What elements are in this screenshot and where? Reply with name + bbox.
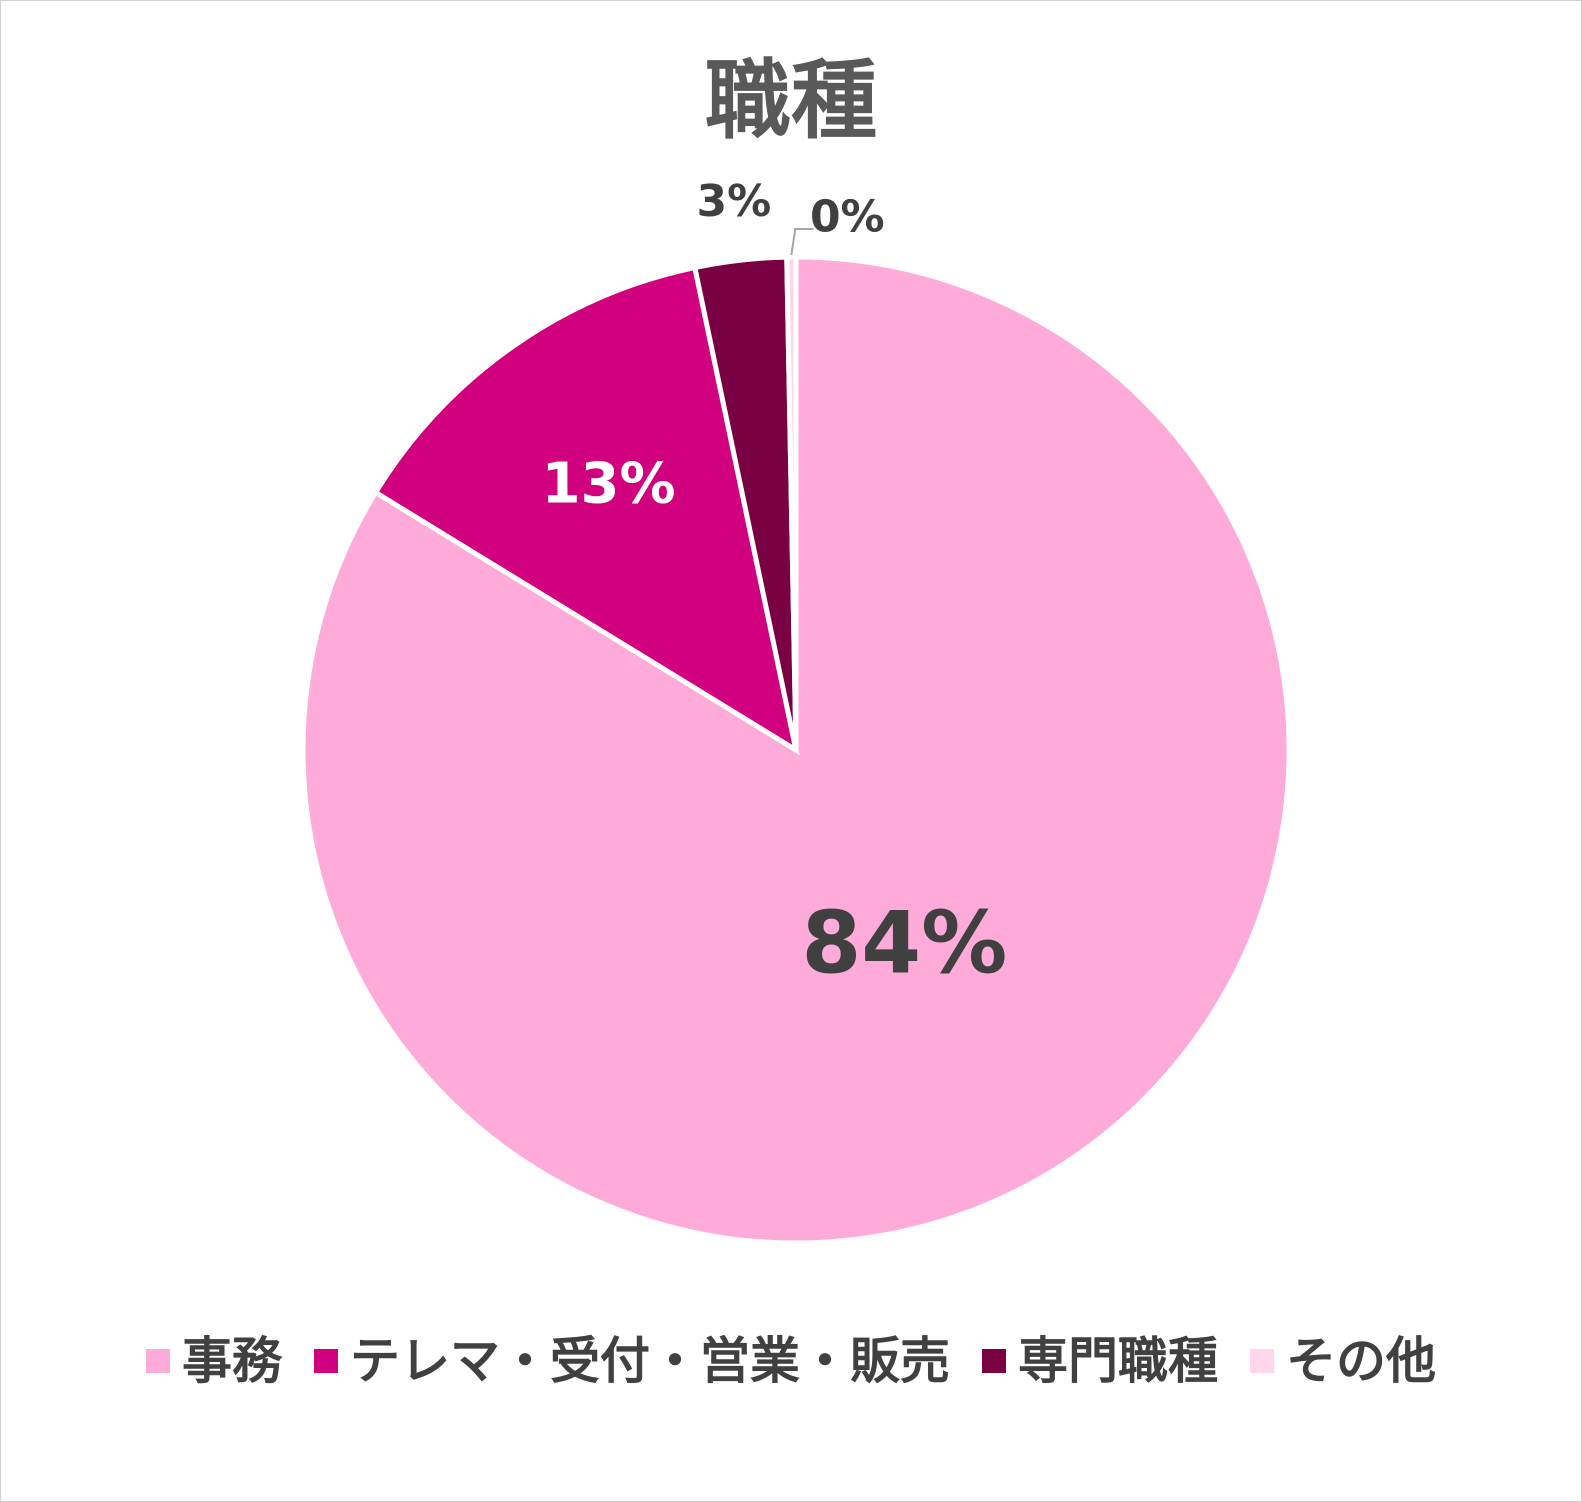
leader-line-3 [790,228,814,256]
legend-swatch-3 [1250,1349,1274,1373]
legend-item-0[interactable]: 事務 [146,1336,282,1386]
legend-item-2[interactable]: 専門職種 [982,1336,1218,1386]
legend-label-0: 事務 [182,1332,282,1390]
leader-lines [790,228,814,256]
pie-slices [300,254,1292,1246]
legend-swatch-1 [314,1349,338,1373]
slice-label-3: 0% [810,192,885,243]
legend-item-3[interactable]: その他 [1250,1336,1436,1386]
pie-slice-1[interactable] [372,264,800,756]
legend-label-3: その他 [1286,1332,1436,1390]
slice-label-1: 13% [542,452,676,517]
pie-slice-3[interactable] [784,254,799,751]
legend-label-1: テレマ・受付・営業・販売 [350,1332,950,1390]
slice-labels: 84% 13% 3% 0% [542,176,1008,994]
legend-item-1[interactable]: テレマ・受付・営業・販売 [314,1336,950,1386]
legend: 事務 テレマ・受付・営業・販売 専門職種 その他 [0,1336,1582,1386]
slice-label-2: 3% [697,176,772,227]
legend-swatch-2 [982,1349,1006,1373]
legend-swatch-0 [146,1349,170,1373]
slice-label-0: 84% [801,894,1007,994]
chart-title: 職種 [705,51,877,151]
legend-label-2: 専門職種 [1018,1332,1218,1390]
